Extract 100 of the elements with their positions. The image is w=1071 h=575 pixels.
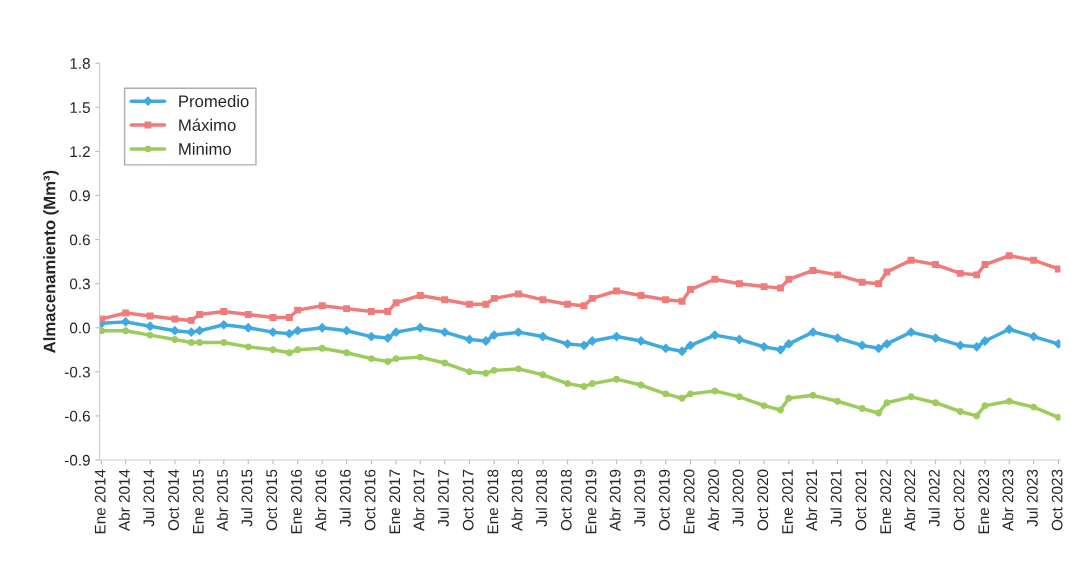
x-tick-label: Ene 2023 bbox=[978, 469, 990, 534]
point bbox=[809, 391, 817, 399]
x-tick-label: Abr 2021 bbox=[805, 469, 818, 531]
point bbox=[1029, 331, 1039, 342]
point bbox=[514, 290, 522, 298]
x-tick-label: Ene 2020 bbox=[683, 469, 695, 534]
point bbox=[465, 368, 473, 376]
point bbox=[219, 320, 229, 330]
point bbox=[809, 266, 817, 274]
point bbox=[343, 349, 351, 357]
point bbox=[441, 359, 449, 367]
point bbox=[562, 339, 573, 349]
point bbox=[440, 327, 450, 337]
point bbox=[342, 326, 352, 336]
point bbox=[269, 313, 277, 321]
point bbox=[121, 317, 131, 327]
point bbox=[538, 331, 548, 342]
point bbox=[441, 296, 449, 304]
point bbox=[858, 405, 866, 413]
point bbox=[776, 284, 784, 292]
x-tick-label: Oct 2016 bbox=[364, 469, 376, 531]
point bbox=[734, 334, 744, 345]
x-tick-label: Jul 2022 bbox=[928, 469, 940, 527]
y-tick-label: 0.6 bbox=[69, 234, 90, 246]
point bbox=[367, 308, 375, 316]
x-tick-label: Oct 2023 bbox=[1051, 469, 1063, 531]
point bbox=[564, 300, 572, 308]
point bbox=[907, 256, 915, 264]
point bbox=[883, 399, 891, 407]
point bbox=[1053, 339, 1061, 349]
point bbox=[367, 355, 375, 363]
point bbox=[244, 311, 252, 318]
point bbox=[981, 261, 989, 269]
point bbox=[490, 294, 498, 302]
x-tick-label: Abr 2017 bbox=[413, 469, 425, 531]
point bbox=[930, 333, 941, 343]
point bbox=[588, 294, 596, 302]
point bbox=[285, 313, 293, 321]
point bbox=[1004, 324, 1014, 334]
x-tick-label: Abr 2019 bbox=[609, 469, 621, 531]
y-tick-label: -0.9 bbox=[64, 454, 90, 466]
point bbox=[735, 393, 743, 401]
point bbox=[858, 278, 866, 286]
x-tick-label: Jul 2023 bbox=[1026, 469, 1038, 527]
x-tick-label: Jul 2015 bbox=[241, 469, 253, 527]
point bbox=[588, 380, 596, 388]
point bbox=[539, 371, 547, 379]
x-tick-label: Ene 2014 bbox=[94, 469, 106, 534]
point bbox=[833, 271, 841, 279]
point bbox=[956, 269, 964, 277]
point bbox=[637, 381, 645, 389]
y-tick-label: 1.5 bbox=[70, 102, 90, 114]
point bbox=[785, 275, 793, 283]
x-tick-label: Abr 2016 bbox=[315, 469, 327, 531]
point bbox=[513, 327, 524, 337]
point bbox=[187, 316, 195, 324]
point bbox=[317, 323, 327, 333]
point bbox=[170, 326, 180, 336]
point bbox=[415, 323, 425, 333]
point bbox=[710, 330, 720, 340]
point bbox=[384, 358, 392, 366]
point bbox=[613, 375, 620, 383]
y-tick-label: 1.2 bbox=[70, 146, 90, 157]
point bbox=[99, 327, 105, 335]
point bbox=[383, 333, 393, 343]
point bbox=[171, 315, 179, 323]
point bbox=[735, 280, 743, 288]
point bbox=[564, 380, 572, 388]
point bbox=[883, 268, 891, 276]
point bbox=[343, 305, 351, 313]
point bbox=[244, 343, 252, 351]
x-tick-label: Jul 2016 bbox=[339, 469, 351, 527]
point bbox=[416, 291, 424, 299]
point bbox=[465, 300, 473, 308]
x-tick-label: Oct 2022 bbox=[953, 469, 965, 531]
x-tick-label: Ene 2017 bbox=[389, 469, 401, 534]
x-tick-label: Oct 2015 bbox=[266, 469, 278, 531]
point bbox=[580, 383, 588, 391]
point bbox=[637, 291, 645, 299]
y-tick-label: -0.3 bbox=[64, 366, 90, 378]
y-tick-label: -0.6 bbox=[64, 410, 90, 422]
x-tick-label: Oct 2014 bbox=[168, 469, 179, 531]
point bbox=[243, 323, 253, 333]
y-tick-label: 0.0 bbox=[69, 322, 90, 334]
x-tick-label: Ene 2019 bbox=[585, 469, 597, 534]
point bbox=[196, 338, 204, 346]
point bbox=[186, 327, 196, 337]
point bbox=[579, 340, 589, 351]
x-tick-label: Oct 2018 bbox=[560, 469, 572, 531]
point bbox=[776, 406, 784, 414]
y-tick-label: 1.8 bbox=[70, 58, 90, 69]
point bbox=[384, 308, 392, 316]
point bbox=[145, 321, 155, 331]
point bbox=[955, 340, 965, 351]
point bbox=[873, 343, 884, 353]
x-tick-label: Oct 2020 bbox=[757, 469, 769, 531]
point bbox=[171, 336, 179, 343]
point bbox=[366, 331, 376, 342]
y-axis-title: Almacenamiento (Mm³) bbox=[43, 170, 59, 353]
point bbox=[785, 394, 793, 402]
